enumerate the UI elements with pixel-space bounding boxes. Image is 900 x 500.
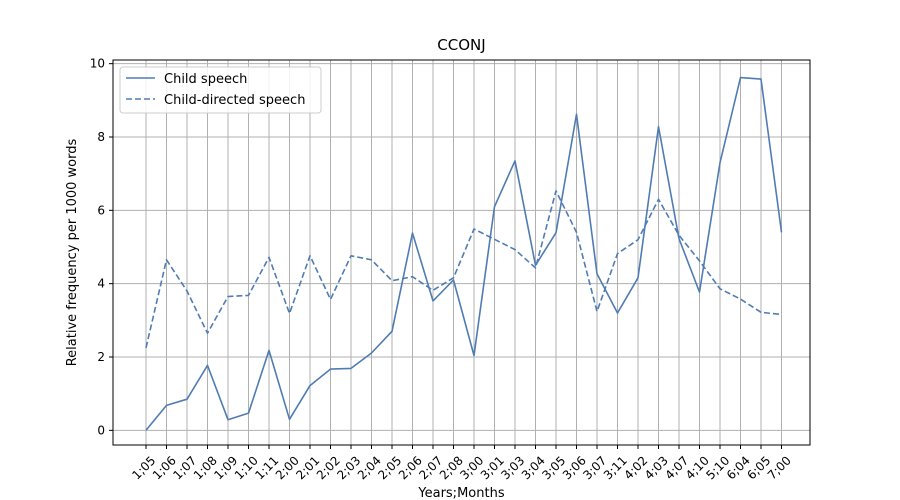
legend-label: Child-directed speech — [164, 93, 305, 108]
x-axis-title: Years;Months — [417, 486, 504, 500]
plot-frame — [112, 59, 811, 446]
series-lines — [145, 76, 783, 431]
y-tick-label: 4 — [97, 277, 105, 291]
series-line-child-directed-speech — [145, 190, 782, 348]
y-tick-label: 6 — [97, 203, 105, 217]
y-tick-label: 8 — [97, 130, 105, 144]
y-tick-label: 0 — [97, 423, 105, 437]
y-tick-label: 10 — [90, 57, 105, 71]
grid — [113, 60, 810, 445]
y-tick-label: 2 — [97, 350, 105, 364]
legend-label: Child speech — [164, 72, 247, 87]
y-axis-ticks: 0 2 4 6 8 10 — [90, 57, 113, 437]
legend: Child speech Child-directed speech — [119, 66, 322, 114]
series-line-child-speech — [145, 76, 783, 431]
legend-box — [119, 66, 322, 114]
chart-title: CCONJ — [437, 36, 485, 54]
y-axis-title: Relative frequency per 1000 words — [65, 138, 80, 366]
